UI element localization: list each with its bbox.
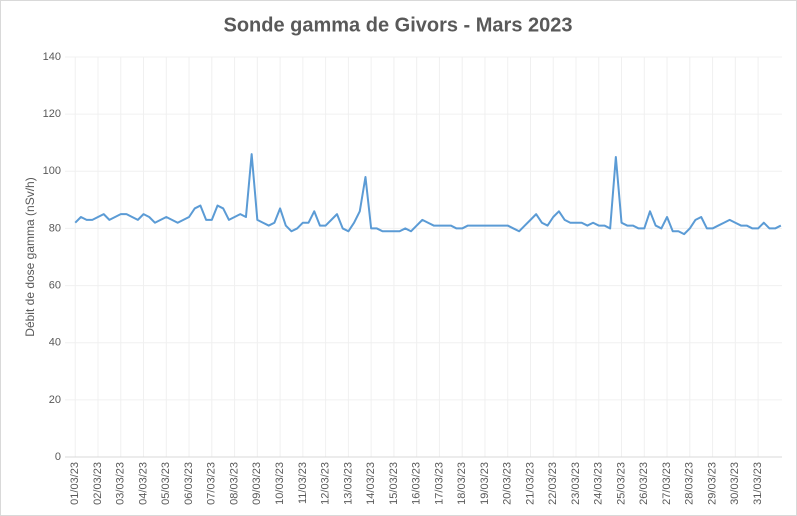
x-tick-label: 26/03/23 [638,462,650,505]
x-tick-label: 04/03/23 [137,462,149,505]
x-tick-label: 21/03/23 [524,462,536,505]
y-tick-label: 60 [49,279,61,291]
x-tick-label: 24/03/23 [593,462,605,505]
y-axis-label: Débit de dose gamma (nSv/h) [23,177,37,336]
x-tick-label: 11/03/23 [297,462,309,504]
x-tick-label: 01/03/23 [69,462,81,505]
x-tick-label: 09/03/23 [251,462,263,505]
data-line [74,153,782,236]
x-tick-label: 20/03/23 [502,462,514,505]
y-tick-label: 80 [49,222,61,234]
y-tick-label: 140 [43,51,61,63]
x-tick-label: 14/03/23 [365,462,377,505]
x-tick-label: 29/03/23 [706,462,718,505]
y-tick-label: 0 [55,451,61,463]
x-tick-label: 12/03/23 [320,462,332,505]
x-tick-label: 30/03/23 [729,462,741,505]
x-tick-label: 27/03/23 [661,462,673,505]
x-tick-label: 07/03/23 [206,462,218,505]
y-tick-label: 120 [43,108,61,120]
x-tick-label: 13/03/23 [342,462,354,505]
x-tick-label: 18/03/23 [456,462,468,505]
x-tick-label: 19/03/23 [479,462,491,505]
x-tick-label: 25/03/23 [615,462,627,505]
x-tick-label: 16/03/23 [411,462,423,505]
x-tick-label: 02/03/23 [92,462,104,505]
x-tick-label: 23/03/23 [570,462,582,505]
x-tick-label: 22/03/23 [547,462,559,505]
x-tick-label: 15/03/23 [388,462,400,505]
x-tick-label: 03/03/23 [115,462,127,505]
x-tick-label: 08/03/23 [228,462,240,505]
x-tick-label: 28/03/23 [684,462,696,505]
y-tick-label: 40 [49,337,61,349]
x-tick-label: 06/03/23 [183,462,195,505]
x-tick-label: 05/03/23 [160,462,172,505]
y-tick-label: 20 [49,394,61,406]
chart-title: Sonde gamma de Givors - Mars 2023 [223,14,572,36]
y-tick-label: 100 [43,165,61,177]
x-tick-label: 17/03/23 [433,462,445,505]
x-tick-label: 10/03/23 [274,462,286,505]
x-tick-label: 31/03/23 [752,462,764,505]
